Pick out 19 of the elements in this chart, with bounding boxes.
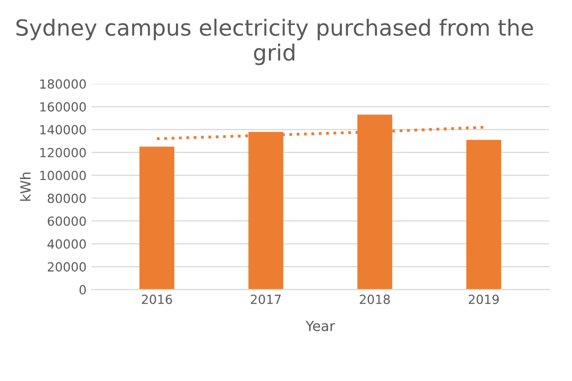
y-tick-label: 140000 <box>40 125 86 134</box>
x-tick-label: 2018 <box>360 294 390 304</box>
x-axis-title: Year <box>306 320 336 332</box>
y-tick-label: 0 <box>80 285 86 294</box>
bar <box>139 146 174 290</box>
x-tick-label: 2017 <box>250 294 281 304</box>
y-tick-label: 40000 <box>48 239 86 249</box>
y-tick-label: 100000 <box>40 170 86 180</box>
x-tick-label: 2016 <box>142 294 172 304</box>
bar <box>466 140 502 290</box>
y-tick-label: 20000 <box>48 262 86 272</box>
y-tick-label: 180000 <box>40 79 86 89</box>
y-tick-label: 80000 <box>48 194 86 204</box>
y-tick-label: 120000 <box>40 148 86 158</box>
y-tick-label: 60000 <box>48 216 86 226</box>
x-tick-label: 2019 <box>468 294 499 304</box>
y-axis-title: kWh <box>20 172 30 201</box>
chart-title: Sydney campus electricity purchased from the grid <box>16 18 533 66</box>
y-tick-label: 160000 <box>40 102 86 112</box>
